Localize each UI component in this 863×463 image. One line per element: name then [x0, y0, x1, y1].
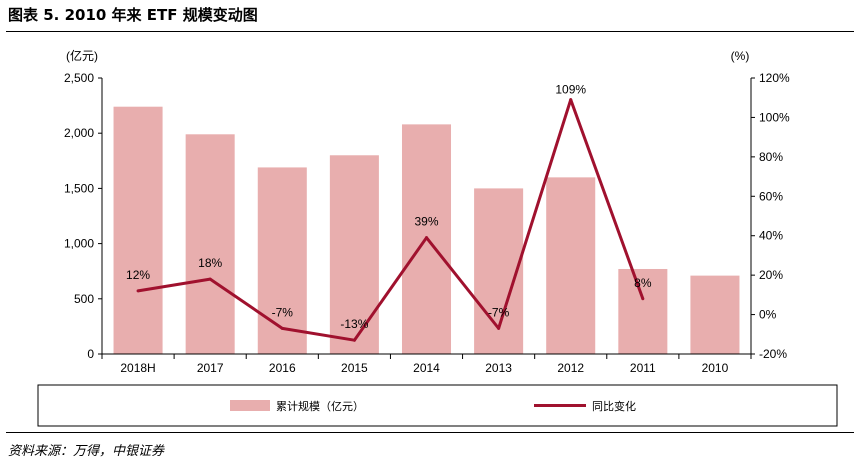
legend: 累计规模（亿元） 同比变化 — [37, 384, 838, 427]
x-tick-label: 2015 — [341, 361, 368, 375]
bar-2017 — [185, 134, 235, 354]
left-tick-label: 1,500 — [64, 181, 94, 195]
x-tick-label: 2018H — [120, 361, 155, 375]
source-note: 资料来源：万得，中银证券 — [8, 444, 165, 459]
right-axis-unit: (%) — [731, 49, 750, 63]
chart-title: 图表 5. 2010 年来 ETF 规模变动图 — [8, 6, 258, 24]
yoy-point-2015 — [352, 338, 356, 342]
bar-2012 — [546, 177, 596, 354]
right-tick-label: 40% — [759, 229, 783, 243]
yoy-data-label: 8% — [634, 276, 652, 290]
x-tick-label: 2013 — [485, 361, 512, 375]
yoy-point-2014 — [425, 236, 428, 240]
yoy-data-label: 18% — [198, 256, 222, 270]
left-tick-label: 500 — [74, 292, 94, 306]
bar-2015 — [329, 155, 379, 354]
yoy-data-label: 12% — [126, 268, 150, 282]
right-tick-label: 80% — [759, 150, 783, 164]
right-tick-label: 60% — [759, 189, 783, 203]
left-tick-label: 0 — [87, 347, 94, 361]
yoy-data-label: -13% — [340, 317, 368, 331]
bottom-rule — [6, 432, 854, 433]
left-tick-label: 2,500 — [64, 71, 94, 85]
bar-2011 — [618, 268, 668, 354]
right-tick-label: 20% — [759, 268, 783, 282]
legend-bar-label: 累计规模（亿元） — [276, 399, 364, 413]
bar-2018H — [113, 106, 163, 354]
yoy-data-label: -7% — [272, 305, 294, 319]
yoy-data-label: 109% — [555, 83, 586, 97]
bar-2016 — [257, 167, 307, 354]
yoy-point-2017 — [208, 277, 212, 281]
x-tick-label: 2016 — [269, 361, 296, 375]
x-tick-label: 2017 — [197, 361, 224, 375]
right-tick-label: 100% — [759, 110, 790, 124]
yoy-point-2013 — [497, 326, 501, 330]
x-tick-label: 2012 — [557, 361, 584, 375]
left-axis-unit: (亿元) — [66, 48, 98, 63]
legend-frame — [37, 384, 838, 427]
x-tick-label: 2010 — [702, 361, 729, 375]
yoy-data-label: -7% — [488, 305, 510, 319]
legend-bar-swatch — [230, 400, 270, 411]
legend-line-label: 同比变化 — [592, 399, 636, 413]
yoy-point-2016 — [280, 326, 284, 330]
yoy-point-2011 — [641, 297, 645, 301]
yoy-point-2012 — [569, 98, 573, 102]
right-tick-label: -20% — [759, 347, 787, 361]
yoy-point-2018H — [136, 289, 140, 293]
right-tick-label: 120% — [759, 71, 790, 85]
top-rule — [6, 31, 854, 32]
yoy-data-label: 39% — [414, 215, 438, 229]
left-tick-label: 2,000 — [64, 126, 94, 140]
yoy-change-line — [137, 98, 645, 342]
right-tick-label: 0% — [759, 308, 777, 322]
x-tick-label: 2011 — [630, 361, 656, 375]
left-tick-label: 1,000 — [64, 237, 94, 251]
bar-2010 — [690, 275, 740, 354]
x-tick-label: 2014 — [413, 361, 440, 375]
